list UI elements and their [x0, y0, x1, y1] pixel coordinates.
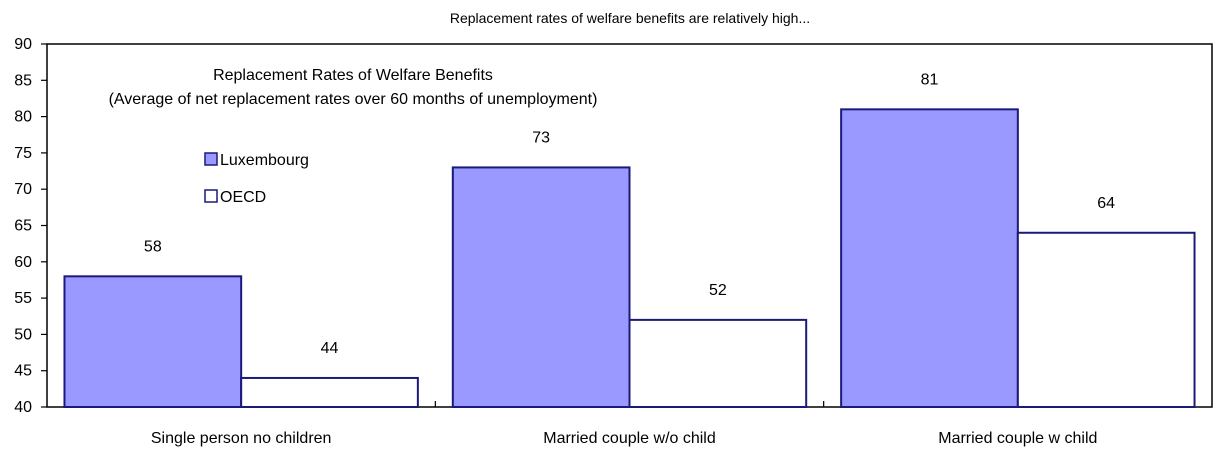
legend-label-luxembourg: Luxembourg [220, 152, 309, 169]
bar-luxembourg [451, 166, 631, 408]
y-tick-label: 50 [14, 326, 32, 343]
x-tick-label: Married couple w child [938, 430, 1097, 447]
data-label: 44 [321, 340, 339, 357]
y-tick-label: 85 [14, 72, 32, 89]
data-label: 52 [709, 282, 727, 299]
y-tick-label: 55 [14, 290, 32, 307]
x-tick-label: Single person no children [151, 430, 332, 447]
bar-oecd [1016, 231, 1196, 408]
y-tick-label: 40 [14, 399, 32, 416]
bar-oecd [628, 318, 808, 409]
legend-swatch-oecd [204, 189, 218, 203]
chart-title: Replacement rates of welfare benefits ar… [450, 10, 810, 26]
chart-subtitle-line-2: (Average of net replacement rates over 6… [109, 91, 598, 108]
legend: Luxembourg OECD [204, 152, 309, 206]
bar-luxembourg [63, 275, 243, 408]
bar-oecd [240, 376, 419, 408]
data-label: 64 [1097, 195, 1115, 212]
chart-subtitle-line-1: Replacement Rates of Welfare Benefits [213, 67, 493, 84]
y-tick-label: 45 [14, 363, 32, 380]
legend-label-oecd: OECD [220, 189, 266, 206]
y-tick-label: 75 [14, 145, 32, 162]
data-label: 73 [532, 129, 550, 146]
data-label: 81 [921, 71, 939, 88]
legend-swatch-luxembourg [204, 152, 218, 166]
plot-area: 40 45 50 55 60 65 70 75 80 85 90 58 44 Single person … [14, 36, 1213, 447]
data-label: 58 [144, 238, 162, 255]
y-tick-label: 70 [14, 181, 32, 198]
x-tick-label: Married couple w/o child [543, 430, 716, 447]
y-tick-label: 60 [14, 254, 32, 271]
bar-luxembourg [840, 108, 1019, 408]
y-tick-label: 65 [14, 218, 32, 235]
y-tick-label: 90 [14, 36, 32, 53]
y-tick-label: 80 [14, 109, 32, 126]
